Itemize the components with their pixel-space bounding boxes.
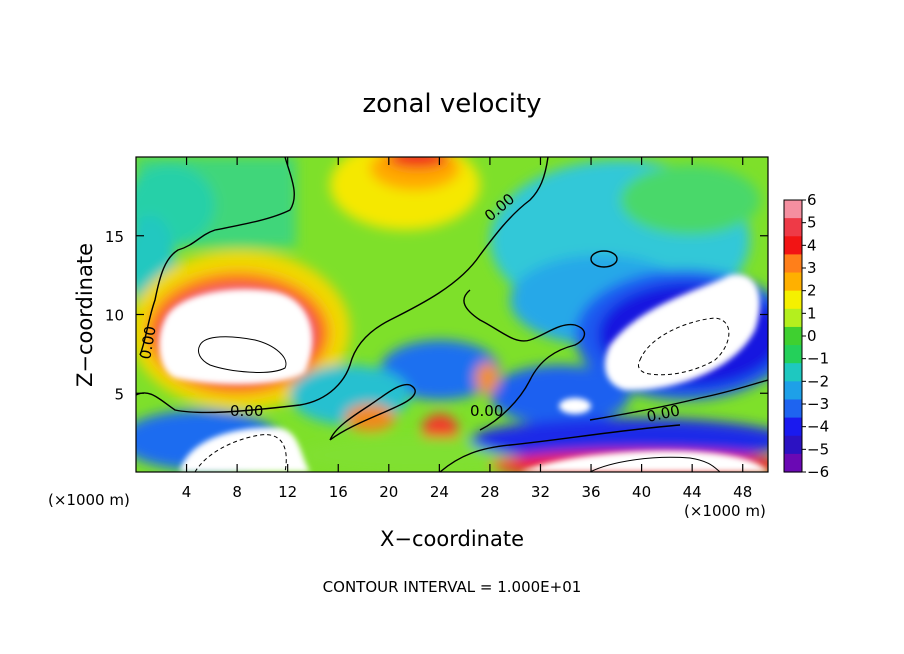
contours [136,157,768,472]
y-tick-label: 5 [114,385,124,403]
white-blob-bottom-left [180,427,310,472]
contour-loop-upper-right [590,250,618,268]
colorbar-label: 2 [807,282,817,300]
colorbar-swatch [784,363,802,382]
colorbar-label: 3 [807,259,817,277]
contour-inner-left-blob [197,336,287,373]
x-tick-label: 48 [733,483,752,501]
field-orange-plume [370,157,460,190]
contour-inner-bottom-right [589,456,721,472]
y-axis: 5 10 15 [105,228,768,403]
contour-inner-right-blob [637,317,730,376]
heatmap-field [136,157,768,472]
y-axis-title: Z−coordinate [73,243,97,387]
contour-interval-footer: CONTOUR INTERVAL = 1.000E+01 [323,578,582,596]
colorbar-swatch [784,200,802,219]
colorbar-label: 0 [807,327,817,345]
white-blob-small [559,398,591,414]
field-warm-spot-3 [475,362,499,394]
colorbar-label: −4 [807,418,829,436]
x-axis: 4 8 12 16 20 24 28 32 36 40 44 48 [182,157,752,501]
field-blue-band-bottom-right [470,418,768,462]
field-blue-patch-mid2 [490,365,630,425]
colorbar-swatch [784,435,802,455]
white-blob-bottom-right [520,450,768,472]
colorbar-swatch [784,381,802,401]
colorbar: 6 5 4 3 2 1 0 −1 −2 −3 −4 −5 −6 [783,191,829,481]
x-tick-label: 24 [430,483,449,501]
colorbar-label: 6 [807,191,817,209]
x-unit-label: (×1000 m) [48,491,130,509]
colorbar-swatch [784,236,802,255]
colorbar-swatch [784,308,802,328]
x-tick-label: 40 [632,483,651,501]
x-tick-label: 20 [379,483,398,501]
chart-title: zonal velocity [362,89,541,119]
colorbar-swatch [784,399,802,419]
x-tick-label: 44 [683,483,702,501]
colorbar-label: 4 [807,236,817,254]
contour-zero-right [463,289,586,431]
x-tick-label: 28 [480,483,499,501]
y-tick-label: 10 [105,307,124,325]
contour-zero-upper [139,157,295,356]
colorbar-label: 1 [807,304,817,322]
contour-zero-mid [329,383,416,441]
colorbar-label: −5 [807,440,829,458]
colorbar-swatch [784,345,802,364]
colorbar-label: −3 [807,395,829,413]
contour-zero-bottom-right [589,379,768,421]
contour-zero-lower-left [136,157,549,414]
x-tick-label: 4 [182,483,192,501]
colorbar-swatch [784,453,802,473]
x-tick-label: 12 [278,483,297,501]
colorbar-swatch [784,326,802,346]
y-tick-label: 15 [105,228,124,246]
colorbar-label: −6 [807,463,829,481]
colorbar-label: 5 [807,214,817,232]
colorbar-swatch [784,272,802,292]
x-tick-label: 36 [581,483,600,501]
x-axis-title: X−coordinate [380,527,524,551]
colorbar-swatch [784,417,802,437]
x-tick-label: 32 [531,483,550,501]
contour-zero-bottom [439,424,681,472]
colorbar-label: −1 [807,350,829,368]
x-tick-label: 8 [232,483,242,501]
field-green-upper-right [620,165,760,235]
x-tick-label: 16 [329,483,348,501]
contour-label: 0.00 [136,325,160,361]
colorbar-swatch [784,290,802,310]
colorbar-swatch [784,254,802,274]
white-blob-right [605,274,760,391]
field-red-plume [388,157,448,168]
colorbar-swatch [784,218,802,237]
colorbar-label: −2 [807,372,829,390]
contour-label: 0.00 [230,402,263,420]
x-unit-label-right: (×1000 m) [684,502,766,520]
contour-label: 0.00 [470,402,503,420]
